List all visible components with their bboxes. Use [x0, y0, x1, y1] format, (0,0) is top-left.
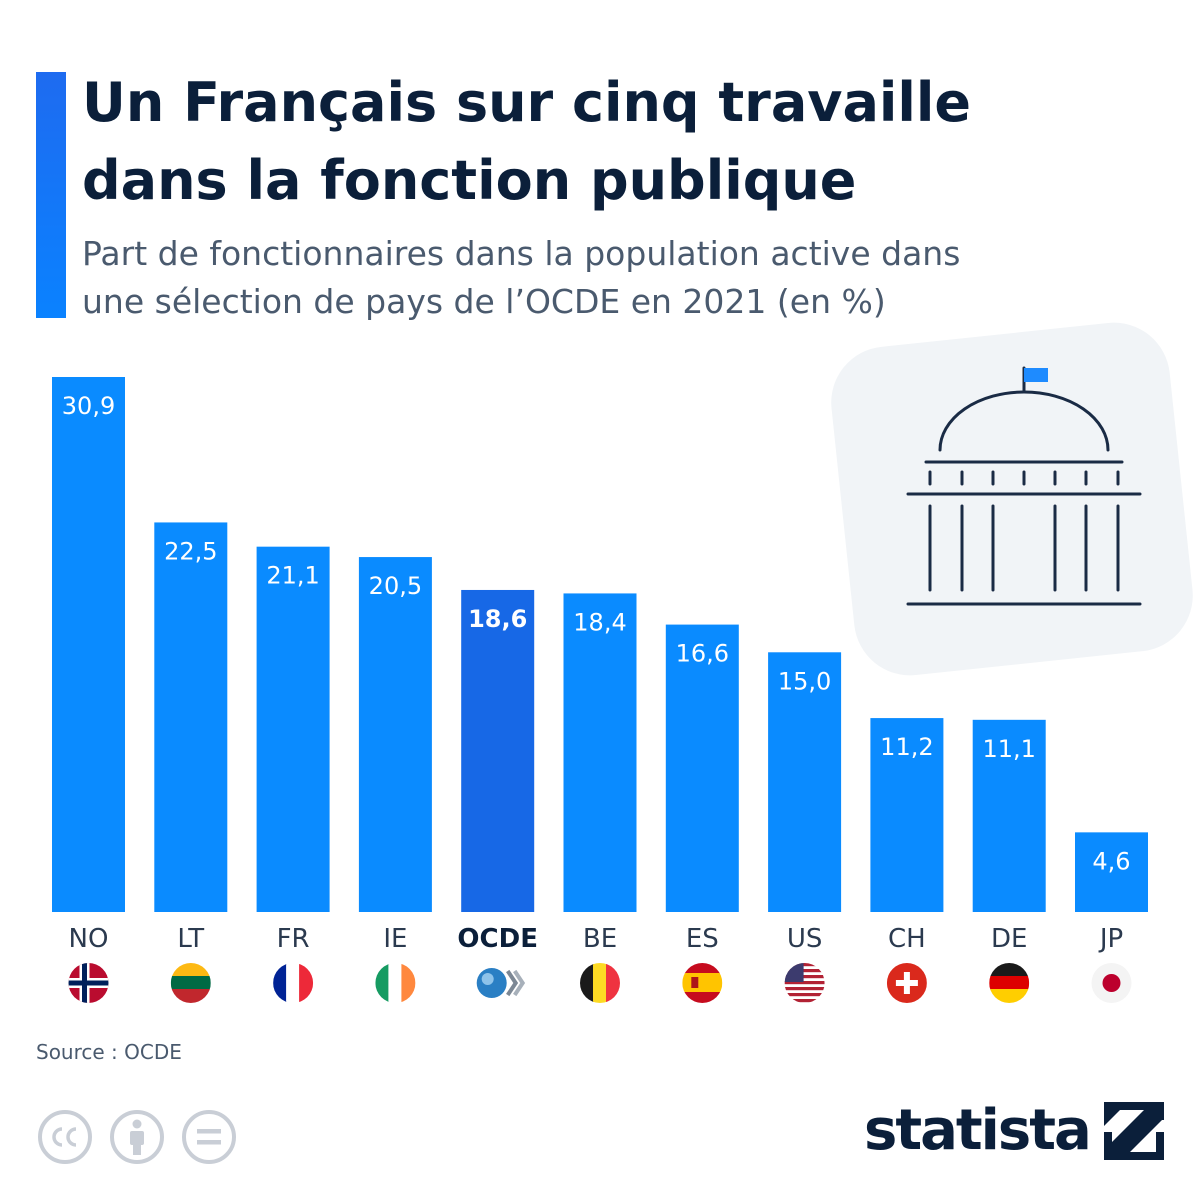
- category-label-be: BE: [583, 924, 617, 954]
- license-icons: [38, 1110, 236, 1164]
- capitol-building-icon: [906, 366, 1142, 606]
- bar-de: [972, 719, 1046, 912]
- oecd-logo-icon: [476, 968, 526, 998]
- chart-title: Un Français sur cinq travaille dans la f…: [82, 64, 1172, 220]
- category-label-us: US: [787, 924, 823, 954]
- bar-be: [563, 593, 637, 912]
- value-label-no: 30,9: [62, 392, 115, 420]
- lithuania-flag-icon: [170, 963, 211, 1003]
- category-label-fr: FR: [277, 924, 310, 954]
- subtitle-line-2: une sélection de pays de l’OCDE en 2021 …: [82, 282, 886, 321]
- value-label-lt: 22,5: [164, 537, 217, 565]
- bar-us: [768, 652, 842, 912]
- bar-ch: [870, 718, 944, 912]
- category-label-no: NO: [69, 924, 109, 954]
- source-note: Source : OCDE: [36, 1040, 182, 1064]
- cc-icon: [38, 1110, 92, 1164]
- chart-subtitle: Part de fonctionnaires dans la populatio…: [82, 230, 1172, 326]
- value-label-us: 15,0: [778, 667, 831, 695]
- bar-chart: 30,9 NO 22,5 LT 21,1 FR 20,5 IE 18,6 OCDE 18,4 BE 16…: [52, 377, 1148, 1003]
- value-label-es: 16,6: [676, 640, 729, 668]
- belgium-flag-icon: [580, 963, 620, 1003]
- value-label-ie: 20,5: [369, 572, 422, 600]
- bar-jp: [1075, 832, 1148, 912]
- category-label-lt: LT: [177, 924, 204, 954]
- statista-logo-icon: [1103, 1101, 1164, 1160]
- subtitle-line-1: Part de fonctionnaires dans la populatio…: [82, 234, 961, 273]
- title-line-1: Un Français sur cinq travaille: [82, 71, 972, 134]
- value-label-jp: 4,6: [1092, 847, 1130, 875]
- value-label-fr: 21,1: [266, 562, 319, 590]
- spain-flag-icon: [682, 963, 723, 1003]
- bar-no: [52, 377, 125, 912]
- statista-logo: statista: [864, 1098, 1164, 1163]
- bar-fr: [256, 546, 330, 912]
- statista-wordmark: statista: [864, 1098, 1092, 1163]
- accent-bar: [36, 72, 66, 318]
- bar-lt: [154, 522, 228, 912]
- value-label-de: 11,1: [982, 735, 1035, 763]
- no-derivatives-icon: [182, 1110, 236, 1164]
- category-label-ocde: OCDE: [457, 924, 538, 954]
- category-label-es: ES: [686, 924, 719, 954]
- attribution-icon: [110, 1110, 164, 1164]
- category-label-jp: JP: [1098, 924, 1123, 954]
- value-label-ocde: 18,6: [468, 605, 527, 633]
- switzerland-flag-icon: [886, 963, 927, 1003]
- germany-flag-icon: [989, 963, 1030, 1003]
- category-label-ch: CH: [888, 924, 926, 954]
- bar-ie: [358, 557, 432, 912]
- bar-es: [665, 624, 739, 912]
- bar-ocde: [461, 589, 535, 912]
- value-label-be: 18,4: [573, 608, 626, 636]
- france-flag-icon: [273, 963, 314, 1003]
- value-label-ch: 11,2: [880, 733, 933, 761]
- norway-flag-icon: [68, 963, 109, 1003]
- category-label-de: DE: [991, 924, 1027, 954]
- category-label-ie: IE: [383, 924, 407, 954]
- title-line-2: dans la fonction publique: [82, 149, 857, 212]
- ireland-flag-icon: [375, 963, 416, 1003]
- japan-flag-icon: [1091, 963, 1132, 1003]
- usa-flag-icon: [784, 963, 825, 1003]
